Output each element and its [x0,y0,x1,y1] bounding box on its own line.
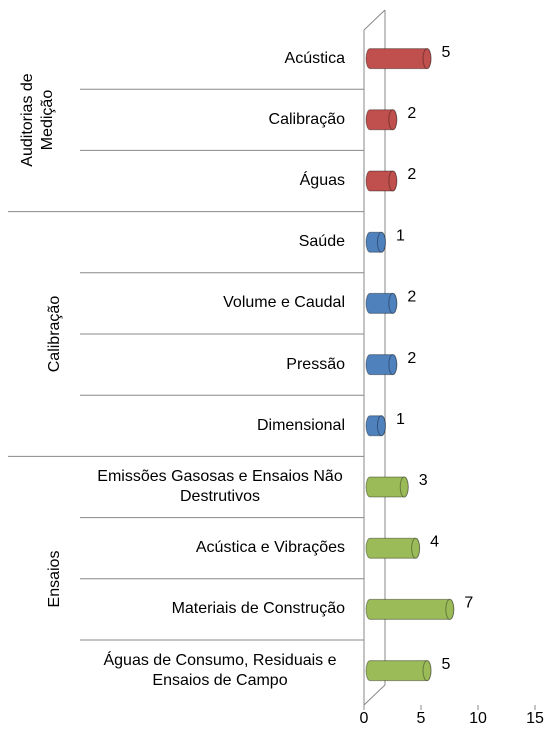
x-tick-label: 5 [417,710,426,727]
bar-part [422,660,432,682]
value-label: 7 [464,595,473,612]
bar-part [376,231,386,253]
bar [365,109,398,131]
bar-part [388,354,398,376]
axis-depth [363,9,386,31]
bar-part [365,48,432,70]
category-label: Emissões Gasosas e Ensaios Não Destrutiv… [97,468,343,505]
category-label: Águas [299,172,345,189]
x-tick-label: 15 [526,710,544,727]
value-label: 2 [407,166,416,183]
bar-part [388,109,398,131]
axis-depth [363,684,386,706]
bar [365,415,386,437]
group-label: Calibração [46,295,63,373]
bar-part [376,415,386,437]
value-label: 2 [407,289,416,306]
bar-part [388,170,398,192]
bar [365,537,421,559]
category-label: Acústica e Vibrações [195,539,345,557]
bar-part [411,537,421,559]
category-label: Dimensional [256,416,345,434]
group-label: Auditorias de Medição [19,73,56,167]
bar-part [365,660,432,682]
value-label: 2 [407,350,416,367]
bar-part [399,476,409,498]
bar [365,598,455,620]
x-tick-label: 10 [469,710,487,727]
bar [365,292,398,314]
bar-part [388,292,398,314]
category-label: Materiais de Construção [171,600,345,618]
value-label: 4 [430,533,439,550]
bar [365,354,398,376]
bar [365,48,432,70]
value-label: 5 [442,656,451,673]
value-label: 5 [442,44,451,61]
bar [365,660,432,682]
bar [365,476,409,498]
category-label: Volume e Caudal [223,294,345,312]
bar [365,170,398,192]
group-label: Ensaios [46,550,63,608]
x-tick-label: 0 [360,710,369,727]
category-label: Pressão [286,355,345,373]
bar [365,231,386,253]
bar-part [445,598,455,620]
bar-part [422,48,432,70]
value-label: 3 [419,472,428,489]
value-label: 2 [407,105,416,122]
bar-part [365,598,455,620]
value-label: 1 [396,411,405,428]
category-label: Acústica [284,49,345,67]
category-label: Águas de Consumo, Residuais e Ensaios de… [103,651,337,689]
category-label: Calibração [268,110,345,128]
value-label: 1 [396,227,405,244]
category-label: Saúde [298,233,345,251]
